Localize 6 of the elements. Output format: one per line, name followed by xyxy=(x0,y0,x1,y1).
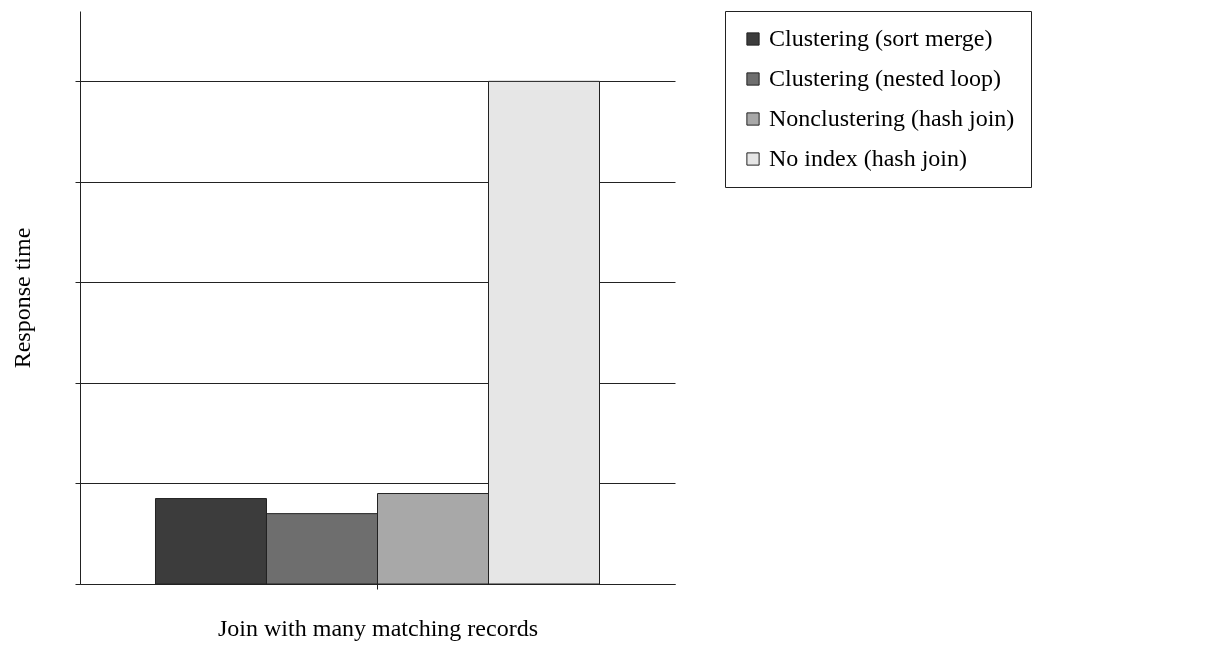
legend-label: Nonclustering (hash join) xyxy=(769,105,1015,131)
legend-label: Clustering (sort merge) xyxy=(769,25,993,51)
legend-label: Clustering (nested loop) xyxy=(769,65,1001,91)
legend-label: No index (hash join) xyxy=(769,145,967,171)
x-axis-title: Join with many matching records xyxy=(218,614,538,641)
y-axis-title: Response time xyxy=(9,227,35,369)
